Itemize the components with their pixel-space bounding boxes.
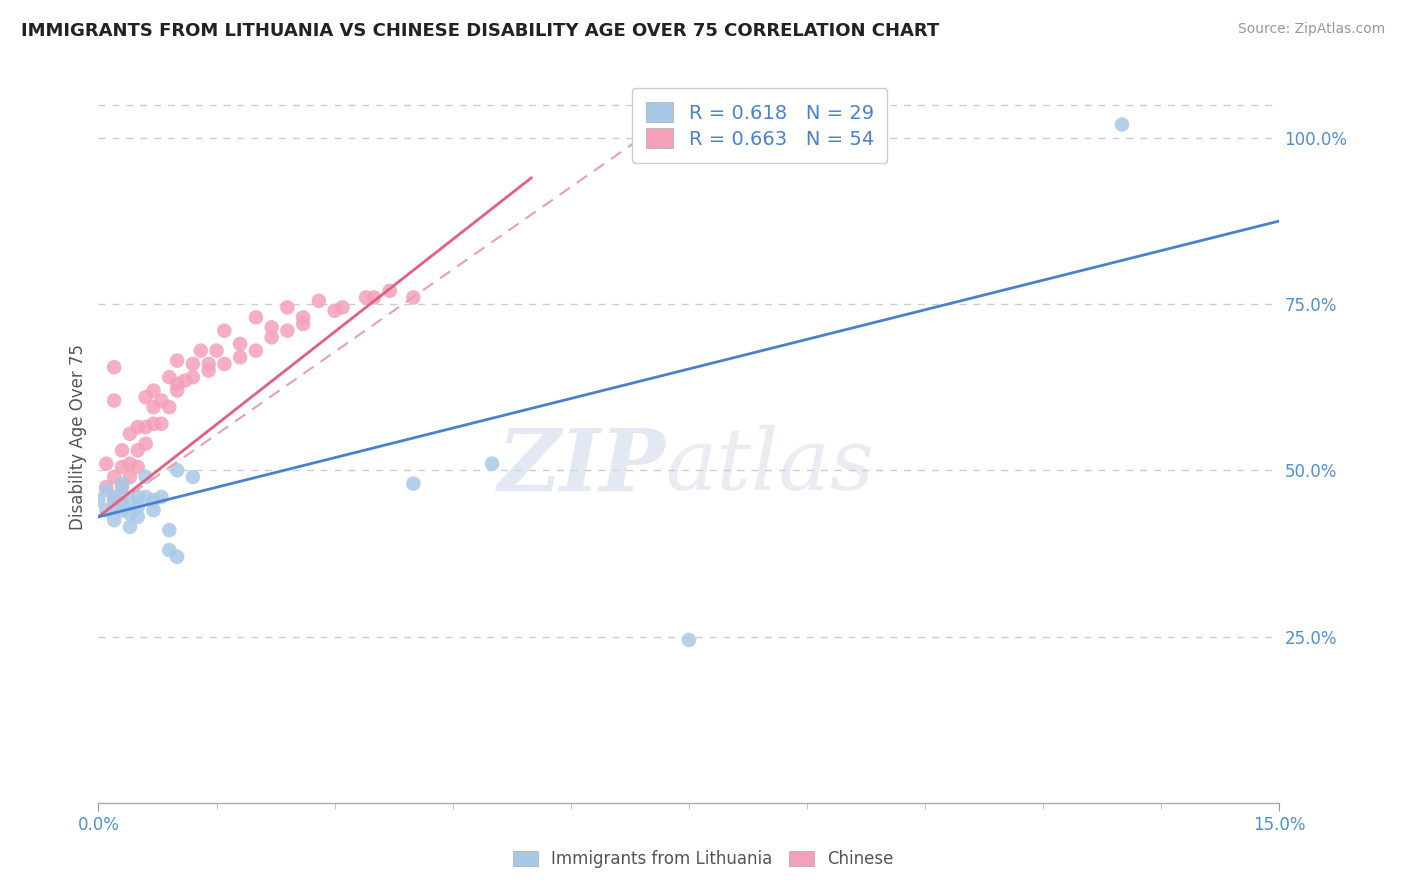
- Text: ZIP: ZIP: [498, 425, 665, 508]
- Point: [111, 460, 134, 475]
- Point: [103, 360, 125, 375]
- Point: [245, 310, 267, 325]
- Point: [378, 284, 401, 298]
- Point: [157, 400, 180, 414]
- Point: [142, 384, 165, 398]
- Point: [260, 320, 283, 334]
- Point: [103, 493, 125, 508]
- Point: [678, 632, 700, 647]
- Point: [111, 476, 134, 491]
- Point: [142, 400, 165, 414]
- Text: Source: ZipAtlas.com: Source: ZipAtlas.com: [1237, 22, 1385, 37]
- Point: [174, 374, 197, 388]
- Point: [142, 417, 165, 431]
- Point: [135, 390, 157, 404]
- Point: [111, 486, 134, 500]
- Point: [157, 370, 180, 384]
- Point: [181, 470, 204, 484]
- Point: [181, 370, 204, 384]
- Point: [96, 457, 118, 471]
- Point: [118, 457, 141, 471]
- Point: [292, 310, 315, 325]
- Point: [292, 317, 315, 331]
- Point: [402, 476, 425, 491]
- Point: [354, 290, 377, 304]
- Point: [323, 303, 346, 318]
- Point: [363, 290, 385, 304]
- Point: [402, 290, 425, 304]
- Point: [332, 301, 354, 315]
- Point: [118, 507, 141, 521]
- Point: [135, 490, 157, 504]
- Point: [142, 503, 165, 517]
- Point: [166, 384, 188, 398]
- Text: atlas: atlas: [665, 425, 875, 508]
- Point: [135, 470, 157, 484]
- Point: [190, 343, 212, 358]
- Point: [118, 520, 141, 534]
- Point: [96, 503, 118, 517]
- Point: [260, 330, 283, 344]
- Point: [118, 470, 141, 484]
- Point: [166, 463, 188, 477]
- Point: [87, 493, 110, 508]
- Point: [166, 549, 188, 564]
- Point: [166, 353, 188, 368]
- Point: [127, 420, 149, 434]
- Y-axis label: Disability Age Over 75: Disability Age Over 75: [69, 344, 87, 530]
- Point: [96, 483, 118, 498]
- Point: [111, 497, 134, 511]
- Point: [127, 500, 149, 514]
- Text: IMMIGRANTS FROM LITHUANIA VS CHINESE DISABILITY AGE OVER 75 CORRELATION CHART: IMMIGRANTS FROM LITHUANIA VS CHINESE DIS…: [21, 22, 939, 40]
- Point: [135, 436, 157, 450]
- Point: [214, 324, 236, 338]
- Point: [135, 420, 157, 434]
- Point: [127, 490, 149, 504]
- Point: [103, 500, 125, 514]
- Point: [118, 426, 141, 441]
- Point: [96, 480, 118, 494]
- Legend: Immigrants from Lithuania, Chinese: Immigrants from Lithuania, Chinese: [506, 844, 900, 875]
- Point: [181, 357, 204, 371]
- Point: [157, 523, 180, 537]
- Point: [111, 443, 134, 458]
- Point: [1111, 118, 1133, 132]
- Point: [103, 513, 125, 527]
- Point: [103, 470, 125, 484]
- Point: [103, 490, 125, 504]
- Point: [276, 301, 298, 315]
- Point: [127, 460, 149, 475]
- Point: [103, 393, 125, 408]
- Point: [166, 376, 188, 391]
- Point: [205, 343, 228, 358]
- Point: [308, 293, 330, 308]
- Point: [150, 393, 173, 408]
- Point: [127, 443, 149, 458]
- Point: [197, 357, 219, 371]
- Point: [118, 493, 141, 508]
- Point: [111, 503, 134, 517]
- Point: [229, 351, 252, 365]
- Point: [150, 417, 173, 431]
- Point: [481, 457, 503, 471]
- Point: [157, 543, 180, 558]
- Point: [150, 490, 173, 504]
- Point: [214, 357, 236, 371]
- Point: [197, 363, 219, 377]
- Point: [127, 509, 149, 524]
- Point: [111, 480, 134, 494]
- Point: [245, 343, 267, 358]
- Point: [276, 324, 298, 338]
- Point: [229, 337, 252, 351]
- Point: [142, 493, 165, 508]
- Legend: R = 0.618   N = 29, R = 0.663   N = 54: R = 0.618 N = 29, R = 0.663 N = 54: [633, 88, 887, 162]
